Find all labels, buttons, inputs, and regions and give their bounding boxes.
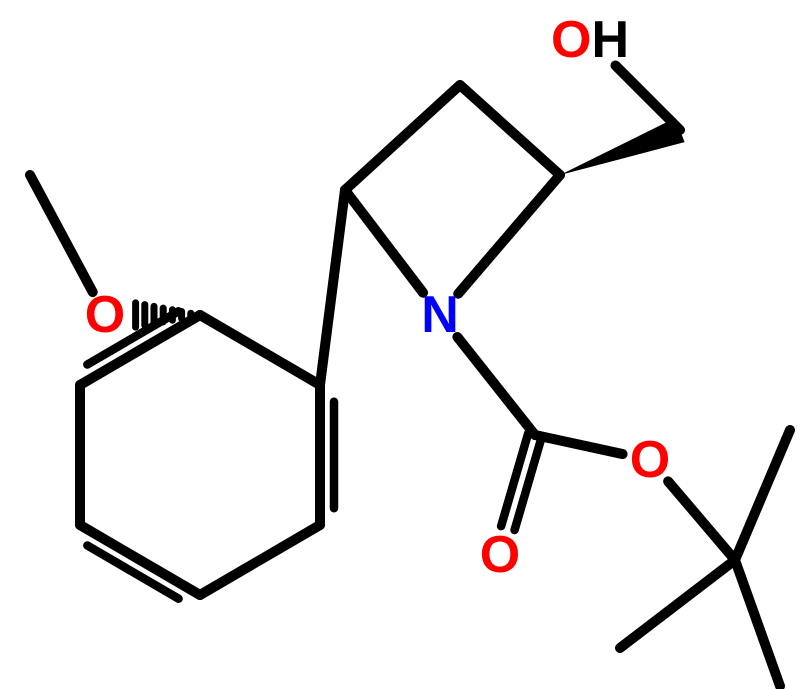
- atom-label-o_ester: O: [630, 431, 670, 489]
- atom-label-o_oh: OH: [551, 11, 629, 69]
- atom-label-o_methoxy: O: [85, 286, 125, 344]
- atom-label-o_carb_dbl: O: [480, 526, 520, 584]
- molecule-canvas: O N OH O O: [0, 0, 800, 689]
- atom-label-n_pyr: N: [421, 286, 459, 344]
